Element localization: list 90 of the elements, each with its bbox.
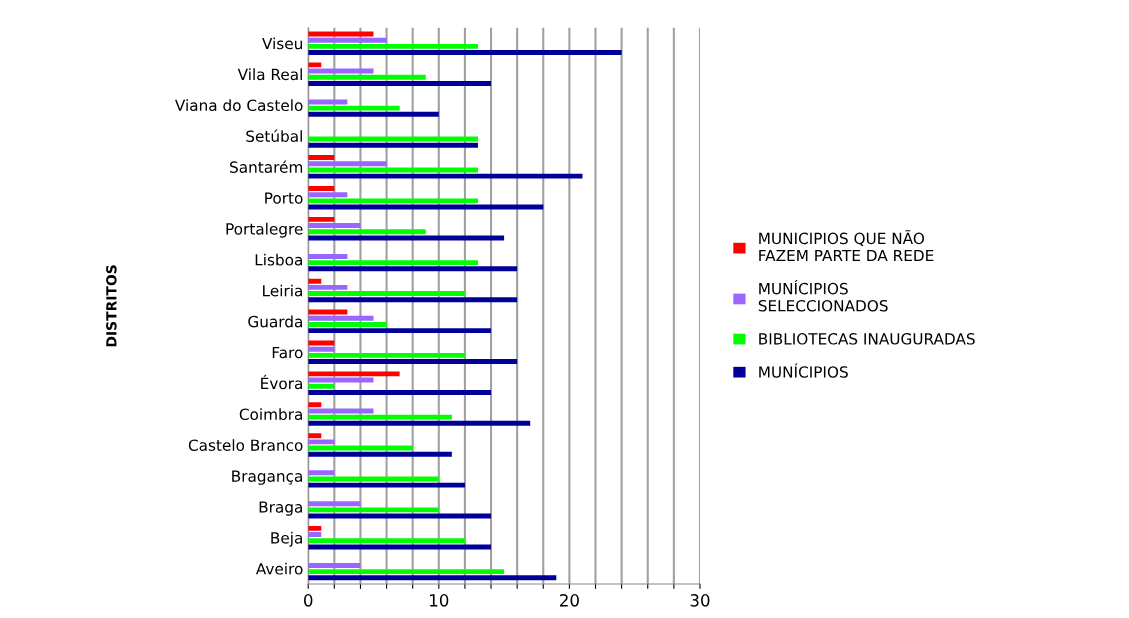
- y-tick-label: Santarém: [230, 160, 303, 173]
- bar: [308, 284, 348, 290]
- bar: [308, 563, 361, 568]
- bar: [308, 198, 478, 204]
- bar: [308, 532, 322, 538]
- bar: [308, 297, 518, 303]
- x-tick-label: 20: [560, 594, 579, 607]
- bar: [308, 346, 335, 352]
- y-tick-label: Portalegre: [226, 222, 303, 238]
- y-tick-label: Porto: [265, 192, 303, 204]
- bar: [308, 142, 478, 148]
- y-tick-label: Coimbra: [239, 408, 302, 421]
- bar: [308, 383, 335, 389]
- bar: [308, 470, 335, 476]
- bar: [308, 235, 505, 241]
- bar: [308, 186, 335, 191]
- bar: [308, 433, 322, 439]
- bar: [308, 377, 374, 383]
- legend-label: MUNÍCIPIOS SELECCIONADOS: [758, 280, 888, 312]
- bar: [308, 408, 374, 414]
- y-tick-label: Beja: [271, 531, 302, 547]
- bar: [308, 99, 348, 105]
- bar: [308, 216, 335, 222]
- bar: [308, 389, 492, 395]
- bar: [308, 192, 348, 198]
- bar: [308, 359, 518, 364]
- x-tick-label: 30: [690, 594, 710, 607]
- y-tick-label: Lisboa: [255, 253, 302, 266]
- bar: [308, 62, 322, 68]
- legend-label: BIBLIOTECAS INAUGURADAS: [759, 333, 975, 345]
- bar: [308, 476, 439, 482]
- y-tick-label: Castelo Branco: [188, 439, 303, 451]
- bar: [308, 569, 505, 575]
- bar: [308, 173, 583, 179]
- bar: [308, 37, 387, 43]
- bar: [308, 315, 374, 321]
- y-tick-label: Faro: [272, 346, 303, 359]
- y-tick-label: Viana do Castelo: [174, 99, 303, 112]
- bar: [308, 439, 335, 445]
- bar: [308, 278, 322, 284]
- bar: [308, 420, 531, 426]
- y-tick-label: Aveiro: [255, 562, 303, 575]
- bar: [308, 501, 361, 507]
- bar: [308, 43, 478, 49]
- bar: [308, 80, 492, 86]
- bar: [308, 513, 492, 519]
- y-tick-label: Setúbal: [246, 129, 302, 142]
- bar: [308, 111, 439, 117]
- bar: [308, 229, 426, 235]
- bar: [308, 507, 439, 513]
- bar: [308, 260, 478, 266]
- x-tick-label: 10: [430, 594, 449, 607]
- legend-label: MUNICIPIOS QUE NÃO FAZEM PARTE DA REDE: [759, 229, 934, 262]
- bar: [308, 266, 518, 272]
- bar: [308, 402, 322, 408]
- bar: [308, 371, 400, 377]
- bar: [308, 291, 465, 297]
- bar: [308, 352, 465, 358]
- y-tick-label: Braga: [259, 501, 302, 516]
- bar: [308, 414, 452, 420]
- bar: [308, 321, 387, 327]
- bar: [308, 525, 322, 531]
- bar: [308, 328, 492, 334]
- legend-label: MUNÍCIPIOS: [759, 363, 848, 378]
- y-tick-label: Leiria: [263, 284, 302, 297]
- bar: [308, 161, 387, 167]
- y-tick-label: Vila Real: [237, 68, 302, 81]
- bar: [308, 155, 335, 161]
- bar: [308, 544, 492, 550]
- bar: [308, 538, 465, 544]
- bar: [308, 482, 465, 488]
- bar: [308, 254, 348, 259]
- bar: [308, 204, 544, 210]
- y-tick-label: Viseu: [262, 37, 302, 50]
- y-tick-label: Guarda: [248, 315, 302, 328]
- bar: [308, 451, 452, 457]
- bar: [308, 445, 413, 451]
- bar: [308, 167, 478, 173]
- bar: [308, 575, 557, 581]
- bar: [308, 50, 622, 55]
- bar: [308, 74, 426, 80]
- bar: [308, 223, 361, 229]
- bar: [308, 309, 348, 315]
- bar: [308, 136, 478, 142]
- y-tick-label: Évora: [261, 374, 302, 390]
- bar: [308, 105, 400, 111]
- y-axis-title: DISTRITOS: [106, 265, 117, 347]
- bar: [308, 68, 374, 74]
- x-tick-label: 0: [304, 594, 313, 607]
- y-tick-label: Bragança: [232, 470, 302, 485]
